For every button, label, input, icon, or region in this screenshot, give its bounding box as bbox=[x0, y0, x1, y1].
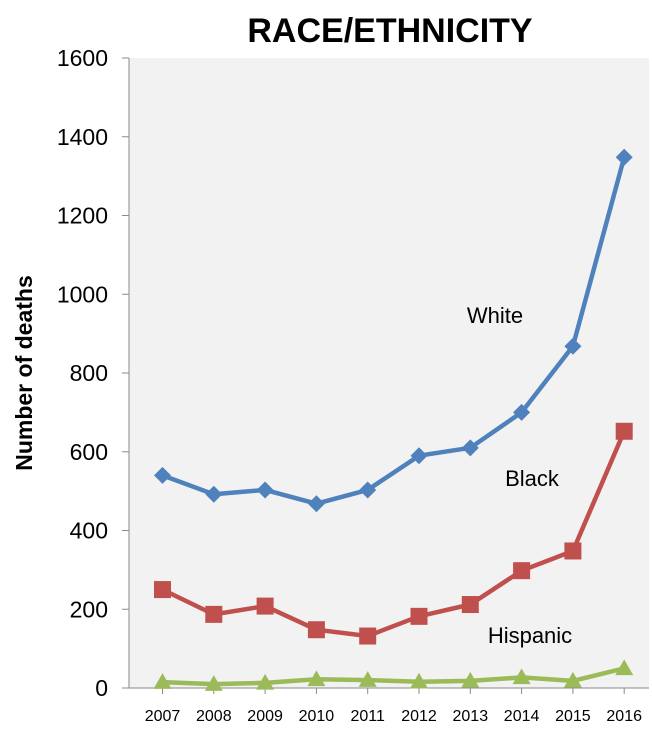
x-tick-label: 2014 bbox=[504, 708, 540, 725]
y-tick-label: 800 bbox=[70, 360, 108, 386]
series-line bbox=[160, 429, 627, 639]
data-point-square bbox=[461, 596, 479, 614]
data-point-diamond bbox=[615, 148, 633, 166]
data-point-square bbox=[410, 607, 428, 625]
data-point-diamond bbox=[205, 485, 223, 503]
series-hispanic bbox=[153, 659, 634, 691]
y-tick-label: 400 bbox=[70, 518, 108, 544]
data-point-square bbox=[359, 627, 377, 645]
x-tick-label: 2011 bbox=[350, 708, 385, 725]
series-black bbox=[154, 422, 633, 645]
data-point-diamond bbox=[410, 447, 428, 465]
data-point-diamond bbox=[256, 481, 274, 499]
series-label-black: Black bbox=[505, 466, 560, 491]
x-tick-label: 2016 bbox=[606, 708, 642, 725]
data-point-triangle bbox=[153, 673, 172, 689]
x-axis: 2007 2008 2009 2010 2011 2012 2013 2014 2015 2016 bbox=[145, 688, 642, 725]
y-tick-label: 600 bbox=[70, 439, 108, 465]
data-point-diamond bbox=[564, 337, 582, 355]
data-point-square bbox=[154, 581, 171, 599]
data-point-triangle bbox=[358, 671, 377, 687]
data-point-triangle bbox=[256, 673, 275, 690]
y-tick-label: 1600 bbox=[57, 45, 108, 71]
y-axis: 0 200 400 600 800 1000 1200 1400 1600 bbox=[57, 45, 129, 701]
data-point-triangle bbox=[307, 670, 326, 687]
series-labels: White Black Hispanic bbox=[467, 303, 572, 648]
data-point-square bbox=[513, 562, 531, 580]
data-point-square bbox=[205, 605, 223, 623]
data-point-triangle bbox=[410, 672, 428, 689]
data-point-triangle bbox=[563, 671, 582, 688]
data-point-diamond bbox=[513, 403, 531, 421]
x-tick-label: 2015 bbox=[555, 708, 591, 725]
series-layer bbox=[153, 148, 634, 691]
chart-title: RACE/ETHNICITY bbox=[247, 12, 533, 50]
x-tick-label: 2009 bbox=[247, 708, 283, 725]
x-tick-label: 2013 bbox=[453, 708, 489, 725]
data-point-square bbox=[256, 597, 274, 615]
data-point-square bbox=[307, 621, 325, 639]
y-tick-label: 200 bbox=[70, 596, 108, 622]
data-point-square bbox=[564, 542, 582, 560]
y-tick-label: 1400 bbox=[57, 124, 108, 150]
data-point-triangle bbox=[461, 671, 480, 688]
x-tick-label: 2012 bbox=[401, 708, 437, 725]
x-tick-label: 2008 bbox=[196, 708, 232, 725]
x-tick-label: 2007 bbox=[145, 708, 181, 725]
series-label-white: White bbox=[467, 303, 523, 328]
y-tick-label: 1200 bbox=[57, 203, 108, 229]
data-point-square bbox=[615, 422, 633, 440]
y-tick-label: 0 bbox=[95, 675, 108, 701]
y-axis-label: Number of deaths bbox=[11, 275, 37, 471]
data-point-diamond bbox=[154, 466, 171, 484]
series-line bbox=[160, 666, 627, 687]
y-tick-label: 1000 bbox=[57, 281, 108, 307]
series-white bbox=[154, 148, 633, 513]
data-point-triangle bbox=[204, 675, 223, 691]
series-label-hispanic: Hispanic bbox=[488, 623, 572, 648]
data-point-triangle bbox=[615, 659, 634, 676]
data-point-diamond bbox=[461, 439, 479, 457]
x-tick-label: 2010 bbox=[299, 708, 335, 725]
series-line bbox=[160, 154, 627, 506]
data-point-diamond bbox=[359, 481, 377, 499]
data-point-triangle bbox=[512, 668, 531, 685]
data-point-diamond bbox=[307, 495, 325, 513]
plot-area bbox=[129, 58, 649, 688]
